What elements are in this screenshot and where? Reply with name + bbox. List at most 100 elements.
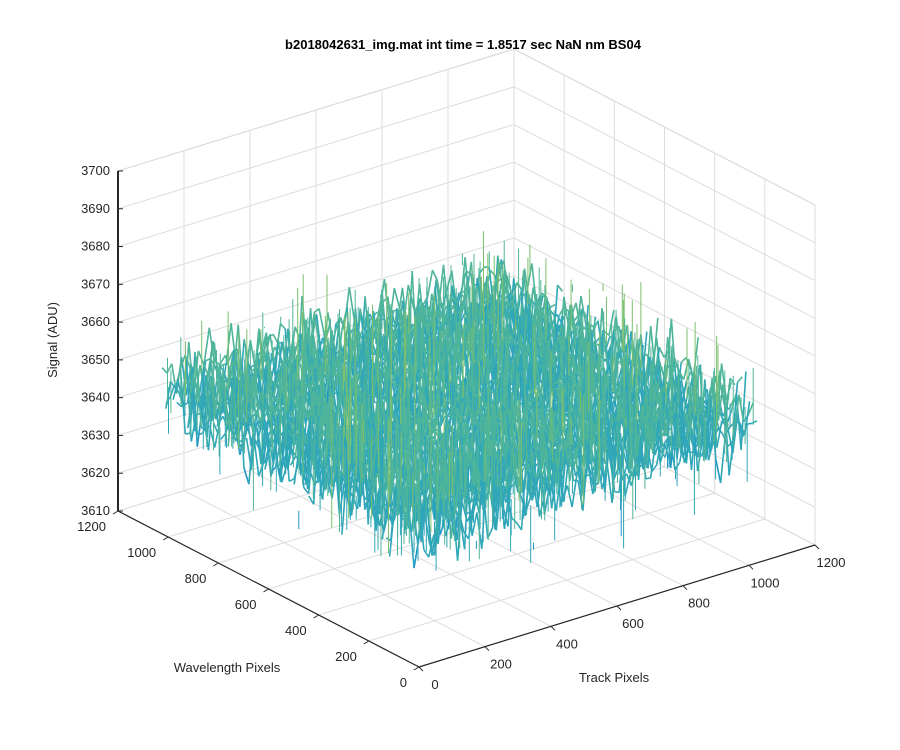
surface-segment [348, 465, 355, 475]
surface-segment [707, 440, 715, 461]
surface-segment [276, 345, 283, 379]
surface-segment [570, 314, 578, 355]
surface-segment [393, 287, 400, 307]
surface-segment [619, 432, 626, 497]
surface-segment [729, 377, 736, 386]
surface-segment [730, 393, 738, 412]
surface-segment [396, 287, 404, 324]
surface-segment [223, 392, 231, 428]
surface-segment [649, 325, 657, 376]
surface-segment [394, 365, 401, 374]
surface-segment [607, 449, 615, 482]
surface-segment [238, 379, 245, 468]
surface-segment [490, 298, 497, 302]
surface-segment [582, 464, 589, 496]
surface-segment [552, 442, 559, 482]
surface-segment [207, 392, 215, 451]
grid-line-z [117, 199, 816, 357]
surface-segment [466, 346, 473, 356]
surface-segment [397, 357, 405, 386]
surface-segment [270, 384, 278, 407]
surface-segment [437, 264, 445, 307]
surface-segment [458, 292, 465, 298]
surface-segment [729, 421, 736, 428]
surface-segment [309, 445, 316, 471]
surface-segment [255, 401, 262, 416]
surface-segment [374, 310, 380, 315]
surface-segment [352, 446, 359, 510]
surface-segment [732, 414, 739, 454]
surface-segment [664, 436, 671, 458]
surface-segment [516, 369, 524, 391]
surface-segment [529, 415, 536, 440]
grid-line-z [117, 48, 816, 206]
surface-segment [393, 326, 400, 335]
surface-segment [426, 269, 434, 297]
surface-segment [716, 420, 723, 448]
surface-segment [577, 444, 584, 496]
surface-segment [577, 480, 584, 511]
surface-segment [686, 406, 693, 439]
surface-segment [549, 485, 555, 488]
surface-segment [344, 470, 351, 480]
grid-line-z [117, 86, 816, 244]
surface-segment [689, 451, 695, 454]
surface-segment [423, 549, 430, 558]
surface-segment [348, 286, 355, 320]
surface-segment [392, 397, 399, 412]
surface-segment [614, 490, 620, 494]
surface-segment [535, 469, 542, 479]
surface-segment [491, 378, 498, 389]
surface-segment [288, 478, 295, 483]
surface-segment [706, 379, 713, 420]
surface-segment [484, 266, 490, 269]
surface-segment [197, 432, 203, 436]
surface-segment [304, 445, 311, 485]
surface-segment [253, 436, 260, 477]
surface-segment [459, 257, 466, 309]
surface-segment [253, 352, 261, 375]
surface-segment [466, 411, 473, 416]
surface-segment [415, 304, 422, 343]
surface-segment [307, 437, 315, 494]
surface-segment [264, 449, 271, 470]
surface-segment [658, 346, 665, 358]
surface-segment [635, 442, 642, 467]
surface-segment [214, 363, 222, 412]
surface-segment [684, 414, 692, 437]
surface-segment [212, 422, 220, 435]
surface-segment [588, 447, 595, 483]
surface-segment [566, 485, 573, 508]
surface-segment [680, 357, 687, 364]
surface-segment [611, 425, 618, 503]
surface-segment [645, 477, 651, 480]
surface-segment [662, 438, 669, 447]
surface-segment [683, 435, 691, 453]
surface-segment [372, 315, 380, 326]
surface-segment [672, 363, 679, 372]
surface-segment [431, 269, 439, 281]
surface-segment [580, 295, 587, 325]
surface-segment [355, 488, 363, 497]
surface-segment [678, 370, 685, 380]
surface-segment [665, 418, 672, 428]
surface-segment [601, 308, 608, 364]
surface-segment [461, 502, 468, 522]
surface-segment [531, 472, 538, 508]
surface-segment [556, 284, 564, 292]
surface-segment [195, 356, 202, 428]
surface-segment [524, 472, 531, 517]
surface-segment [500, 466, 507, 497]
surface-segment [471, 512, 478, 536]
surface-segment [265, 422, 272, 477]
surface-segment [362, 310, 369, 331]
surface-segment [303, 487, 310, 495]
surface-segment [678, 436, 686, 463]
surface-segment [457, 303, 464, 337]
surface-segment [651, 464, 658, 473]
surface-segment [318, 308, 325, 334]
surface-segment [242, 427, 249, 440]
surface-segment [344, 473, 352, 517]
surface-segment [489, 366, 496, 373]
surface-segment [287, 335, 294, 402]
